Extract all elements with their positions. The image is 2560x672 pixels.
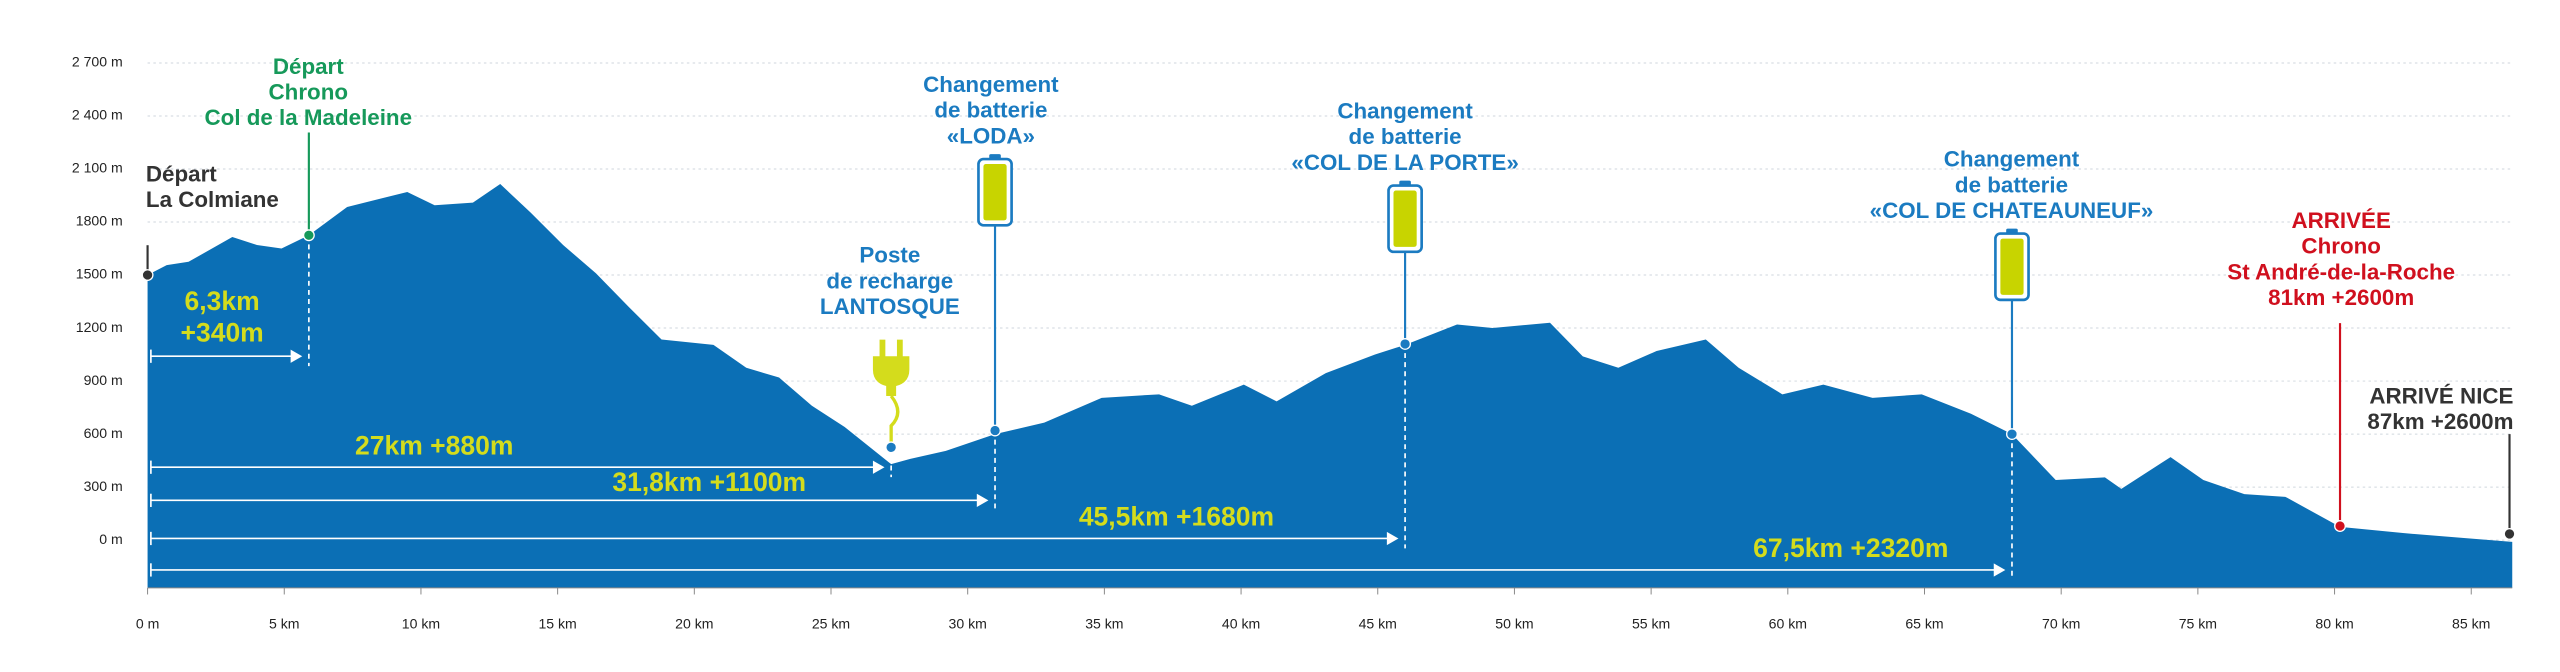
y-tick-label: 300 m [84, 478, 123, 494]
distance-label: 67,5km +2320m [1753, 533, 1948, 563]
y-tick-label: 2 700 m [72, 54, 123, 70]
y-tick-label: 1200 m [76, 319, 123, 335]
arrow-head [1993, 563, 2006, 577]
marker-dot [2503, 527, 2516, 540]
battery-icon [1387, 180, 1423, 254]
x-tick-label: 30 km [949, 615, 987, 631]
x-tick-label: 25 km [812, 615, 850, 631]
plug-icon [872, 339, 910, 443]
y-tick-label: 900 m [84, 372, 123, 388]
distance-label: 27km +880m [355, 430, 513, 460]
marker-label: 87km +2600m [2367, 409, 2513, 434]
marker-label: Départ [273, 54, 344, 79]
x-tick-label: 10 km [402, 615, 440, 631]
marker-label: Changement [1337, 99, 1473, 124]
y-tick-label: 1800 m [76, 213, 123, 229]
marker-label: Départ [146, 162, 217, 187]
y-tick-label: 1500 m [76, 266, 123, 282]
arrow-head [1386, 531, 1399, 546]
marker-label: La Colmiane [146, 187, 279, 212]
marker-dot [302, 229, 315, 242]
marker-label: St André-de-la-Roche [2227, 259, 2455, 284]
arrow-head [872, 460, 885, 474]
x-tick-label: 15 km [538, 615, 576, 631]
marker-label: «LODA» [947, 123, 1035, 148]
plug-body [872, 356, 910, 396]
x-tick-label: 35 km [1085, 615, 1123, 631]
y-tick-label: 0 m [99, 531, 122, 547]
marker-label: de batterie [1349, 124, 1462, 149]
marker-label: Col de la Madeleine [205, 105, 413, 130]
x-tick-label: 80 km [2315, 615, 2353, 631]
x-tick-label: 50 km [1495, 615, 1533, 631]
marker-dot [2334, 520, 2346, 532]
y-tick-label: 2 100 m [72, 160, 123, 176]
x-tick-label: 85 km [2452, 615, 2490, 631]
x-tick-label: 65 km [1905, 615, 1943, 631]
y-tick-label: 2 400 m [72, 107, 123, 123]
marker-dot [2006, 428, 2018, 441]
marker-label: ARRIVÉ NICE [2369, 384, 2513, 409]
battery-fill [983, 164, 1007, 221]
plug-pin [896, 339, 903, 358]
x-tick-label: 70 km [2042, 615, 2080, 631]
distance-label: 31,8km +1100m [612, 467, 806, 497]
marker-label: Changement [923, 72, 1059, 97]
marker-label: de recharge [826, 268, 953, 293]
marker-label: ARRIVÉE [2291, 208, 2390, 233]
marker-label: Poste [859, 243, 920, 268]
marker-label: de batterie [934, 98, 1047, 123]
arrow-head [976, 493, 989, 507]
x-tick-label: 5 km [269, 615, 300, 631]
x-tick-label: 60 km [1769, 615, 1807, 631]
marker-label: Changement [1944, 147, 2080, 172]
battery-icon [1994, 228, 2030, 302]
x-tick-label: 0 m [136, 615, 159, 631]
arrow-head [290, 349, 303, 363]
y-tick-label: 600 m [84, 425, 123, 441]
battery-icon [977, 154, 1013, 227]
plug-cable [889, 394, 900, 443]
marker-label: «COL DE LA PORTE» [1291, 150, 1518, 175]
marker-dot [885, 441, 898, 454]
x-tick-label: 45 km [1359, 615, 1397, 631]
battery-fill [2000, 238, 2024, 295]
x-tick-label: 55 km [1632, 615, 1670, 631]
marker-label: Chrono [2301, 234, 2380, 259]
marker-dot [989, 424, 1001, 437]
marker-label: 81km +2600m [2268, 285, 2414, 310]
marker-label: LANTOSQUE [820, 294, 960, 319]
distance-label: 45,5km +1680m [1079, 502, 1274, 532]
x-tick-label: 20 km [675, 615, 713, 631]
marker-dot [1399, 337, 1412, 350]
distance-label: 6,3km [185, 286, 260, 316]
marker-label: «COL DE CHATEAUNEUF» [1870, 198, 2154, 223]
x-tick-label: 75 km [2179, 615, 2217, 631]
marker-dot [141, 269, 154, 281]
distance-label: +340m [180, 318, 263, 348]
x-tick-label: 40 km [1222, 615, 1260, 631]
marker-label: de batterie [1955, 172, 2068, 197]
plug-pin [879, 339, 886, 358]
marker-label: Chrono [269, 80, 348, 105]
elevation-area [147, 184, 2513, 588]
battery-fill [1393, 190, 1417, 247]
